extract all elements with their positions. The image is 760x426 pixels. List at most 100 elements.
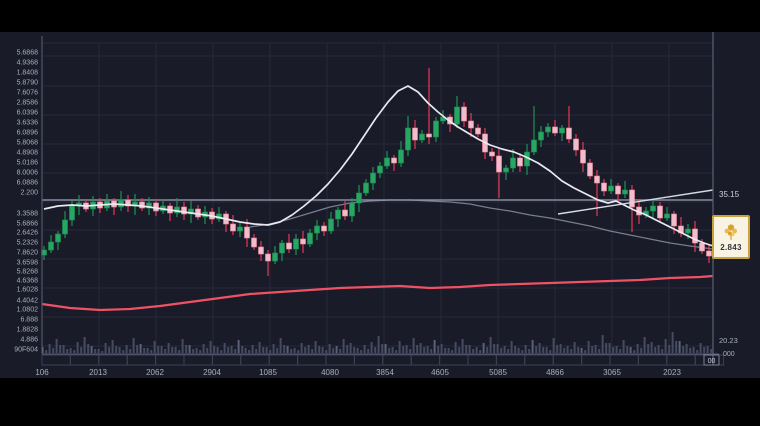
volume-bar	[353, 347, 356, 353]
candle-body-bull	[146, 202, 152, 209]
volume-bar	[437, 346, 440, 353]
y-axis-label: 5.8268	[17, 269, 39, 276]
candle-body-bull	[384, 157, 390, 167]
volume-bar	[570, 349, 573, 353]
letterbox-bottom	[0, 378, 760, 426]
candle-body-bull	[433, 120, 439, 138]
badge-value: 2.843	[720, 243, 742, 252]
volume-bar	[55, 339, 58, 353]
volume-bar	[73, 350, 76, 353]
candle-body-bull	[454, 106, 460, 125]
time-axis-end-box[interactable]	[703, 354, 720, 366]
volume-bar	[220, 350, 223, 353]
y-axis-label: 5.0186	[17, 160, 39, 167]
volume-bar	[251, 345, 254, 353]
volume-bar	[398, 341, 401, 353]
volume-bar	[531, 340, 534, 353]
volume-bar	[563, 348, 566, 353]
right-volume-zero-label: 000	[723, 351, 735, 358]
volume-bar	[598, 349, 601, 353]
y-axis-label: 1.8828	[17, 327, 39, 334]
volume-bar	[101, 351, 104, 353]
y-axis-label: 6.0896	[17, 130, 39, 137]
candle-body-bear	[391, 157, 397, 164]
candle-body-bull	[62, 219, 68, 235]
volume-bar	[643, 337, 646, 353]
y-axis-label: 2.200	[20, 190, 38, 197]
candle-body-bear	[594, 175, 600, 184]
volume-bar	[622, 340, 625, 353]
candle-body-bull	[48, 241, 54, 251]
candle-body-bull	[398, 149, 404, 164]
volume-bar	[629, 347, 632, 353]
y-axis-label: 1.0802	[17, 307, 39, 314]
volume-bar	[104, 343, 107, 353]
candle-body-bull	[370, 172, 376, 184]
volume-bar	[94, 349, 97, 353]
volume-bar	[587, 341, 590, 353]
volume-bar	[405, 345, 408, 353]
x-axis-label: 2062	[146, 368, 164, 377]
volume-bar	[696, 350, 699, 353]
candle-body-bear	[496, 155, 502, 173]
x-axis-label: 4605	[431, 368, 449, 377]
candle-body-bull	[559, 127, 565, 134]
x-axis-label: 5085	[489, 368, 507, 377]
volume-bar	[111, 340, 114, 353]
volume-bar	[521, 350, 524, 353]
volume-bar	[59, 345, 62, 353]
volume-bar	[255, 349, 258, 353]
volume-bar	[132, 338, 135, 353]
volume-bar	[178, 350, 181, 353]
y-axis-label: 4.6368	[17, 278, 39, 285]
volume-bar	[440, 344, 443, 353]
candle-body-bear	[251, 237, 257, 248]
volume-bar	[657, 345, 660, 353]
volume-bar	[377, 336, 380, 353]
candle-body-bull	[377, 165, 383, 174]
y-axis-label: 5.8790	[17, 80, 39, 87]
volume-bar	[367, 349, 370, 353]
volume-bar	[486, 347, 489, 353]
y-axis-label: 5.2326	[17, 240, 39, 247]
volume-bar	[559, 344, 562, 353]
volume-bar	[619, 349, 622, 353]
volume-bar	[80, 347, 83, 353]
volume-bar	[230, 346, 233, 353]
volume-bar	[62, 345, 65, 353]
volume-bar	[328, 344, 331, 353]
volume-bar	[542, 347, 545, 353]
volume-bar	[52, 348, 55, 353]
y-axis-label: 1.8408	[17, 70, 39, 77]
volume-bar	[297, 350, 300, 353]
candle-body-bear	[286, 242, 292, 250]
y-axis-label: 4.886	[20, 337, 38, 344]
candle-body-bear	[461, 106, 467, 122]
y-axis-label: 6.888	[20, 317, 38, 324]
volume-bar	[703, 347, 706, 353]
volume-bar	[664, 339, 667, 353]
candle-body-bull	[118, 199, 124, 208]
x-axis-label: 3854	[376, 368, 394, 377]
volume-bar	[423, 347, 426, 353]
volume-bar	[416, 345, 419, 353]
volume-bar	[668, 345, 671, 353]
volume-bar	[279, 338, 282, 353]
volume-bar	[391, 347, 394, 353]
candle-body-bull	[349, 202, 355, 217]
volume-bar	[482, 343, 485, 353]
volume-bar	[699, 343, 702, 353]
volume-bar	[468, 345, 471, 353]
volume-bar	[321, 347, 324, 353]
y-axis-label: 4.8908	[17, 150, 39, 157]
candle-body-bull	[237, 226, 243, 232]
price-alert-badge[interactable]: 2.843	[712, 215, 750, 259]
volume-bar	[654, 347, 657, 353]
candlestick-chart[interactable]: 00 5.6868 4.9368 1.8408 5.8790 7.6076 2.8586 6.…	[0, 32, 760, 378]
x-axis-label: 3065	[603, 368, 621, 377]
volume-bar	[706, 346, 709, 353]
volume-bar	[461, 339, 464, 353]
candle-body-bull	[538, 131, 544, 141]
volume-bar	[388, 348, 391, 353]
